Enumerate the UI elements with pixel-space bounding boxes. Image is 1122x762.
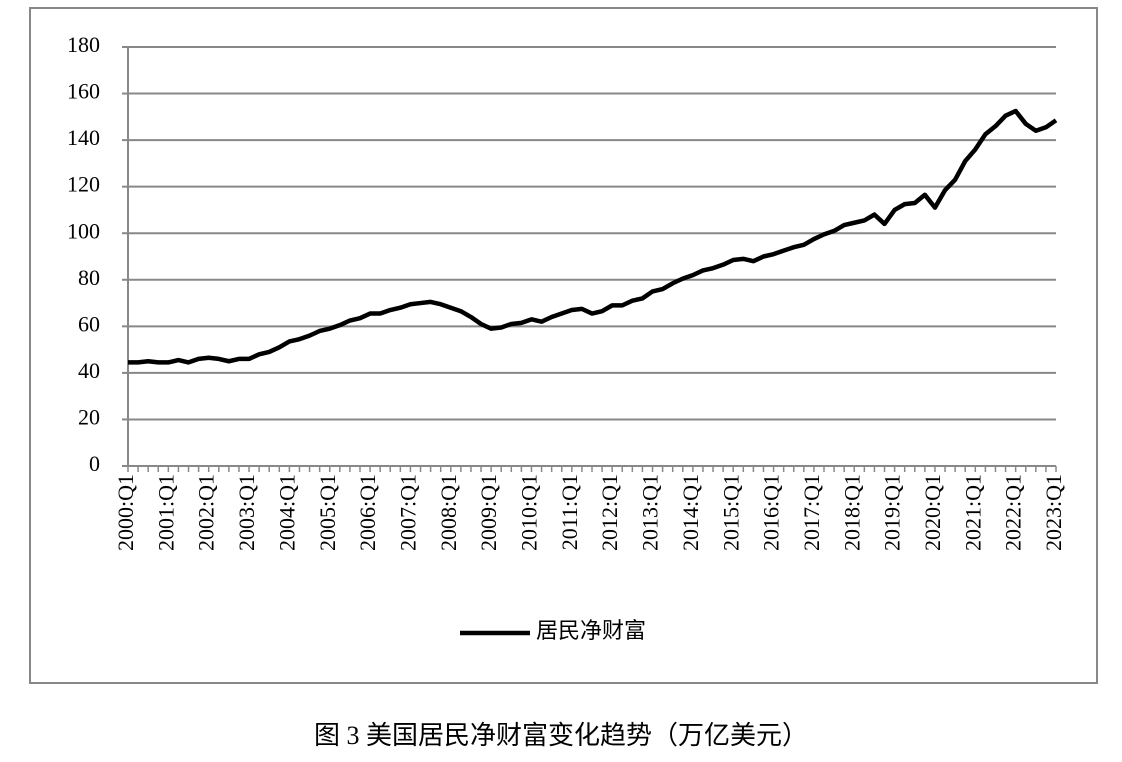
x-tick-label: 2014:Q1	[678, 474, 703, 551]
y-tick-label: 140	[67, 125, 100, 150]
chart-frame	[29, 7, 1098, 684]
y-tick-label: 120	[67, 172, 100, 197]
chart-title: 图 3 美国居民净财富变化趋势（万亿美元）	[314, 721, 808, 750]
x-tick-label: 2015:Q1	[718, 474, 743, 551]
y-tick-label: 160	[67, 79, 100, 104]
x-tick-label: 2012:Q1	[597, 474, 622, 551]
y-tick-label: 60	[78, 311, 100, 336]
data-line	[128, 108, 1058, 365]
legend-label: 居民净财富	[536, 618, 646, 643]
y-tick-label: 20	[78, 404, 100, 429]
x-tick-label: 2006:Q1	[355, 474, 380, 551]
x-tick-label: 2002:Q1	[194, 474, 219, 551]
x-tick-label: 2004:Q1	[274, 474, 299, 551]
x-tick-label: 2020:Q1	[920, 474, 945, 551]
y-tick-label: 0	[89, 451, 100, 476]
y-tick-label: 40	[78, 358, 100, 383]
x-tick-label: 2011:Q1	[557, 474, 582, 550]
x-tick-label: 2017:Q1	[799, 474, 824, 551]
x-tick-label: 2005:Q1	[315, 474, 340, 551]
x-tick-label: 2016:Q1	[759, 474, 784, 551]
x-tick-label: 2021:Q1	[960, 474, 985, 551]
y-tick-label: 100	[67, 218, 100, 243]
x-tick-label: 2010:Q1	[517, 474, 542, 551]
x-tick-label: 2022:Q1	[1001, 474, 1026, 551]
x-tick-label: 2019:Q1	[880, 474, 905, 551]
x-tick-label: 2000:Q1	[113, 474, 138, 551]
x-tick-label: 2001:Q1	[153, 474, 178, 551]
y-tick-label: 80	[78, 265, 100, 290]
x-tick-label: 2009:Q1	[476, 474, 501, 551]
x-tick-label: 2023:Q1	[1041, 474, 1066, 551]
x-tick-label: 2018:Q1	[839, 474, 864, 551]
x-tick-label: 2013:Q1	[638, 474, 663, 551]
x-tick-label: 2007:Q1	[395, 474, 420, 551]
x-tick-label: 2008:Q1	[436, 474, 461, 551]
y-tick-label: 180	[67, 32, 100, 57]
x-tick-label: 2003:Q1	[234, 474, 259, 551]
